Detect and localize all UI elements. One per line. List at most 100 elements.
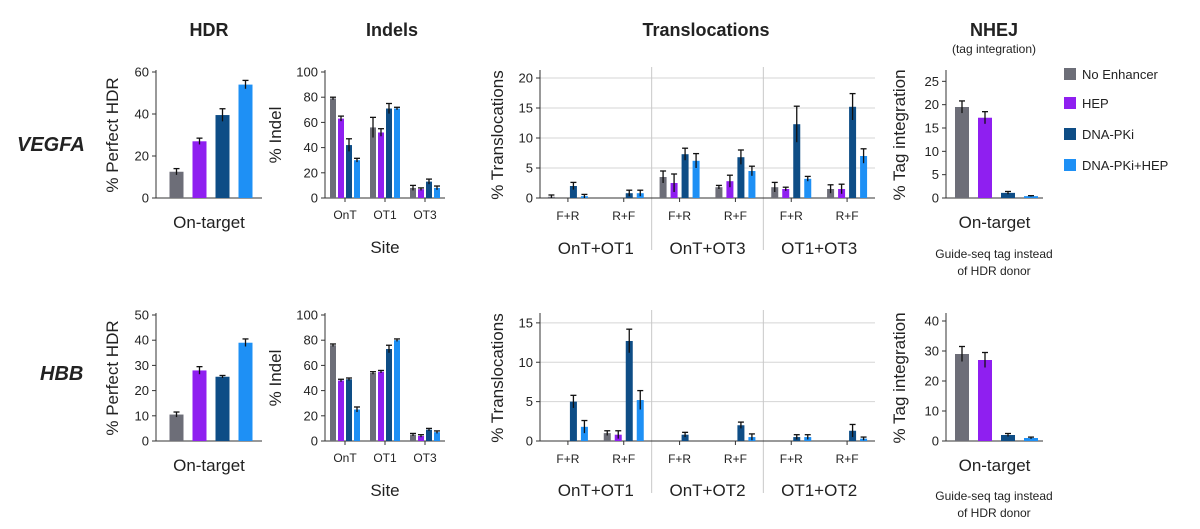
panel-hbb-indel: 0 20 40 60 80 100 % Indel OnT OT1 OT3 Site xyxy=(266,308,445,500)
bar xyxy=(354,409,360,441)
section-label: OnT+OT3 xyxy=(669,239,745,258)
y-axis-label: % Translocations xyxy=(488,70,507,199)
bar xyxy=(378,132,384,198)
bar xyxy=(748,171,756,198)
bar xyxy=(569,186,577,198)
y-axis-label: % Perfect HDR xyxy=(103,320,122,435)
panel-hbb-nhej: 0 10 20 30 40 % Tag integration On-target xyxy=(890,312,1043,475)
bar xyxy=(410,434,416,441)
bar xyxy=(978,117,992,198)
y-tick-label: 20 xyxy=(304,165,318,180)
bar xyxy=(370,127,376,198)
bar xyxy=(410,187,416,198)
bar xyxy=(1001,192,1015,198)
column-title-indels: Indels xyxy=(366,20,418,40)
bar xyxy=(394,108,400,198)
bar xyxy=(737,157,745,198)
y-axis-label: % Perfect HDR xyxy=(103,77,122,192)
bar xyxy=(860,156,868,198)
x-tick-label: R+F xyxy=(836,209,859,223)
y-tick-label: 40 xyxy=(135,107,149,122)
bar xyxy=(625,340,633,441)
row-label-vegfa: VEGFA xyxy=(17,134,85,156)
y-tick-label: 40 xyxy=(304,383,318,398)
panel-vegfa-hdr: 0 20 40 60 % Perfect HDR On-target xyxy=(103,65,262,232)
legend-label-dna-pki: DNA-PKi xyxy=(1082,127,1134,142)
bar xyxy=(804,178,812,198)
bar xyxy=(192,141,207,198)
bar xyxy=(386,349,392,441)
bar xyxy=(692,160,700,198)
y-tick-label: 30 xyxy=(135,358,149,373)
panel-vegfa-transloc: 0 5 10 15 20 % Translocations F+R R+F F+R R+F F+R R… xyxy=(488,67,875,258)
panel-vegfa-nhej: 0 5 10 15 20 25 % Tag integration On-target xyxy=(890,69,1043,232)
bar xyxy=(192,370,207,441)
bar xyxy=(215,376,230,441)
bar xyxy=(737,425,745,441)
bar xyxy=(238,84,253,198)
legend-swatch-no-enhancer xyxy=(1064,68,1076,80)
bar xyxy=(771,187,779,198)
x-category-label: On-target xyxy=(173,213,245,232)
x-tick-label: OT3 xyxy=(413,208,437,222)
x-tick-label: R+F xyxy=(612,452,635,466)
y-tick-label: 60 xyxy=(304,358,318,373)
legend-swatch-dna-pki xyxy=(1064,128,1076,140)
y-tick-label: 0 xyxy=(311,191,318,206)
nhej-note-line1-vegfa: Guide-seq tag instead xyxy=(935,247,1052,261)
y-tick-label: 80 xyxy=(304,333,318,348)
section-label: OnT+OT1 xyxy=(558,239,634,258)
bar xyxy=(715,187,723,198)
y-tick-label: 20 xyxy=(304,408,318,423)
panel-vegfa-indel: 0 20 40 60 80 100 % Indel OnT OT1 OT3 Site xyxy=(266,65,445,257)
bar xyxy=(338,380,344,441)
y-tick-label: 0 xyxy=(526,191,533,206)
y-tick-label: 100 xyxy=(296,65,318,80)
y-axis-label: % Indel xyxy=(266,107,285,164)
legend-label-dna-pki-hep: DNA-PKi+HEP xyxy=(1082,158,1168,173)
x-tick-label: R+F xyxy=(836,452,859,466)
bar xyxy=(354,160,360,198)
bar xyxy=(394,340,400,441)
bar xyxy=(426,181,432,198)
x-tick-label: F+R xyxy=(556,452,579,466)
y-tick-label: 15 xyxy=(925,121,939,136)
panel-hbb-hdr: 0 10 20 30 40 50 % Perfect HDR On-target xyxy=(103,308,262,475)
y-tick-label: 15 xyxy=(519,315,533,330)
bar xyxy=(1001,435,1015,441)
column-title-hdr: HDR xyxy=(190,20,229,40)
panel-hbb-transloc: 0 5 10 15 % Translocations F+R R+F F+R R+F F+R R+F… xyxy=(488,310,875,500)
bar xyxy=(782,189,790,198)
bar xyxy=(1024,438,1038,441)
y-tick-label: 10 xyxy=(925,404,939,419)
bar xyxy=(1024,196,1038,198)
y-tick-label: 40 xyxy=(925,314,939,329)
bar xyxy=(580,426,588,441)
y-tick-label: 20 xyxy=(519,71,533,86)
bar xyxy=(169,414,184,441)
bar xyxy=(793,124,801,198)
bar xyxy=(386,108,392,198)
y-tick-label: 5 xyxy=(526,394,533,409)
x-tick-label: F+R xyxy=(668,452,691,466)
bar xyxy=(338,118,344,198)
section-label: OT1+OT3 xyxy=(781,239,857,258)
bar xyxy=(238,342,253,441)
x-tick-label: OT1 xyxy=(373,451,397,465)
nhej-subtitle: (tag integration) xyxy=(952,42,1036,56)
bar xyxy=(426,429,432,441)
y-tick-label: 10 xyxy=(135,408,149,423)
x-tick-label: OnT xyxy=(333,208,357,222)
y-tick-label: 30 xyxy=(925,344,939,359)
y-tick-label: 50 xyxy=(135,308,149,323)
bar xyxy=(330,345,336,441)
bar xyxy=(418,189,424,198)
bar xyxy=(726,181,734,198)
x-category-label: On-target xyxy=(959,456,1031,475)
x-tick-label: OT3 xyxy=(413,451,437,465)
x-tick-label: F+R xyxy=(780,209,803,223)
bar xyxy=(569,401,577,441)
y-axis-label: % Tag integration xyxy=(890,69,909,200)
bar xyxy=(330,98,336,198)
bar xyxy=(378,371,384,441)
